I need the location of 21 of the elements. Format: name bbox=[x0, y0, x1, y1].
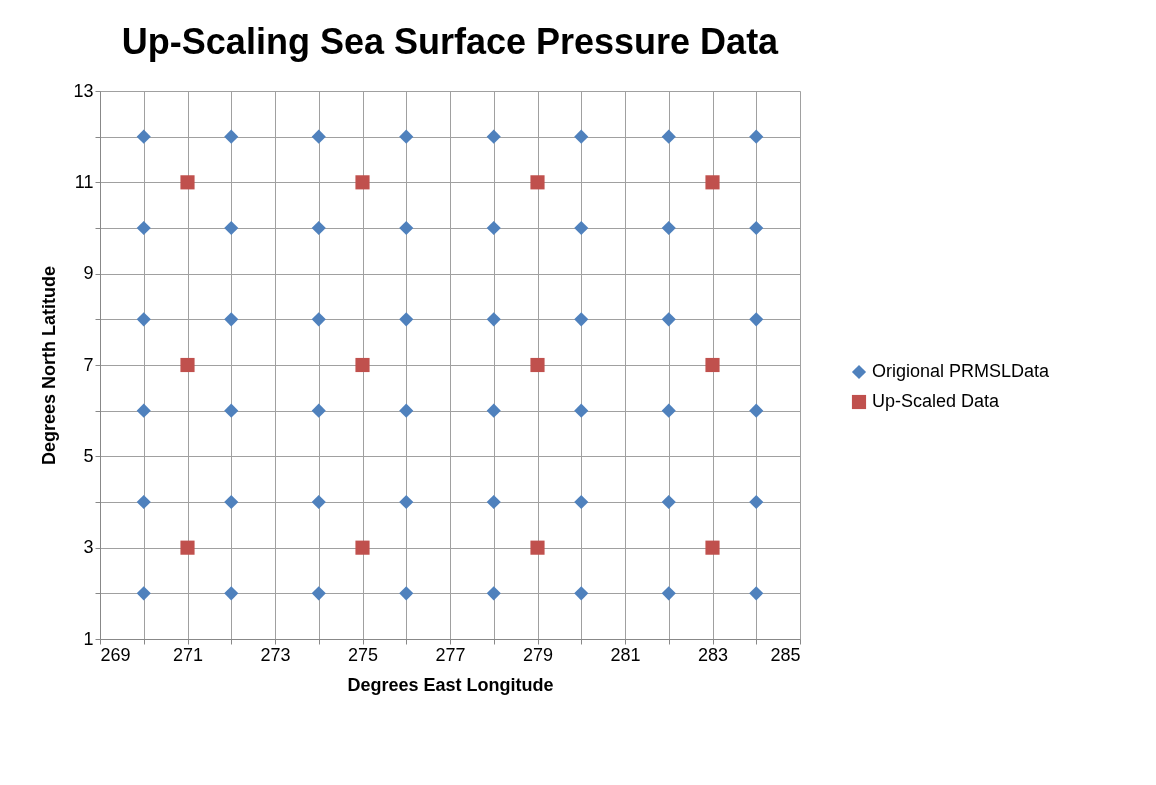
x-tick-label: 285 bbox=[770, 644, 801, 665]
x-tick-label: 273 bbox=[260, 644, 291, 665]
x-tick-label: 281 bbox=[610, 644, 641, 665]
y-tick-label: 7 bbox=[83, 354, 94, 375]
chart-title: Up-Scaling Sea Surface Pressure Data bbox=[121, 21, 780, 62]
legend-label: Origional PRMSLData bbox=[872, 361, 1051, 381]
y-tick-label: 5 bbox=[83, 445, 94, 466]
x-tick-label: 279 bbox=[522, 644, 554, 665]
x-tick-label: 271 bbox=[172, 644, 204, 665]
y-tick-label: 3 bbox=[83, 537, 94, 558]
y-axis-title: Degrees North Latitude bbox=[39, 265, 60, 466]
x-tick-label: 283 bbox=[697, 644, 729, 665]
legend-label: Up-Scaled Data bbox=[872, 391, 1001, 411]
x-axis-title: Degrees East Longitude bbox=[347, 674, 554, 695]
y-tick-label: 11 bbox=[74, 171, 94, 192]
x-tick-label: 275 bbox=[347, 644, 379, 665]
y-tick-label: 9 bbox=[83, 263, 94, 284]
x-tick-label: 269 bbox=[100, 644, 131, 665]
y-tick-label: 1 bbox=[83, 628, 94, 649]
y-tick-label: 13 bbox=[73, 80, 94, 101]
x-tick-label: 277 bbox=[435, 644, 466, 665]
